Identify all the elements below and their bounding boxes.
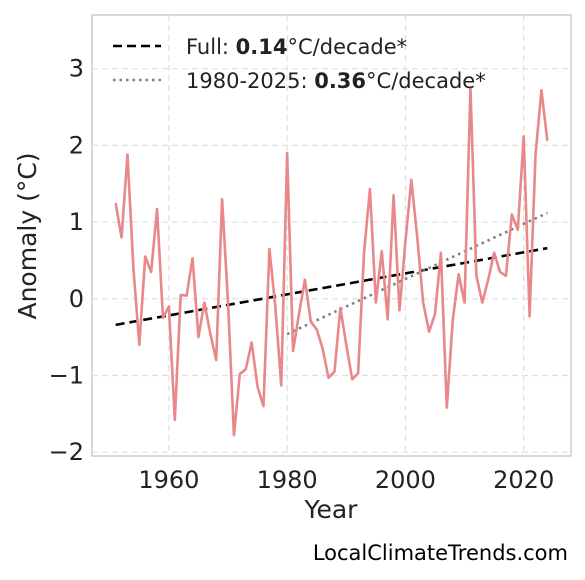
y-tick-label: 1	[69, 208, 84, 236]
legend-recent-suffix: °C/decade*	[366, 69, 486, 93]
y-tick-label: 0	[69, 285, 84, 313]
legend-recent-value: 0.36	[314, 69, 366, 93]
series-lines	[114, 86, 549, 437]
legend-full-suffix: °C/decade*	[288, 35, 408, 59]
x-tick-labels: 1960 1980 2000 2020	[138, 466, 554, 494]
x-tick-label: 2020	[493, 466, 554, 494]
x-tick-label: 1980	[257, 466, 318, 494]
y-tick-label: 3	[69, 55, 84, 83]
y-tick-labels: −2 −1 0 1 2 3	[49, 55, 84, 466]
y-tick-label: −1	[49, 361, 84, 389]
y-tick-label: −2	[49, 438, 84, 466]
y-axis-label: Anomaly (°C)	[13, 152, 42, 319]
x-tick-label: 2000	[375, 466, 436, 494]
legend-label-recent: 1980-2025: 0.36°C/decade*	[186, 69, 486, 93]
legend-recent-prefix: 1980-2025:	[186, 69, 314, 93]
trend-line-recent	[286, 211, 548, 336]
credit-text: LocalClimateTrends.com	[313, 541, 568, 565]
legend-full-prefix: Full:	[186, 35, 236, 59]
series-line	[114, 86, 549, 437]
legend-full-value: 0.14	[236, 35, 288, 59]
y-tick-label: 2	[69, 131, 84, 159]
x-tick-label: 1960	[138, 466, 199, 494]
legend-label-full: Full: 0.14°C/decade*	[186, 35, 407, 59]
legend: Full: 0.14°C/decade* 1980-2025: 0.36°C/d…	[113, 35, 486, 93]
x-axis-label: Year	[304, 495, 359, 524]
